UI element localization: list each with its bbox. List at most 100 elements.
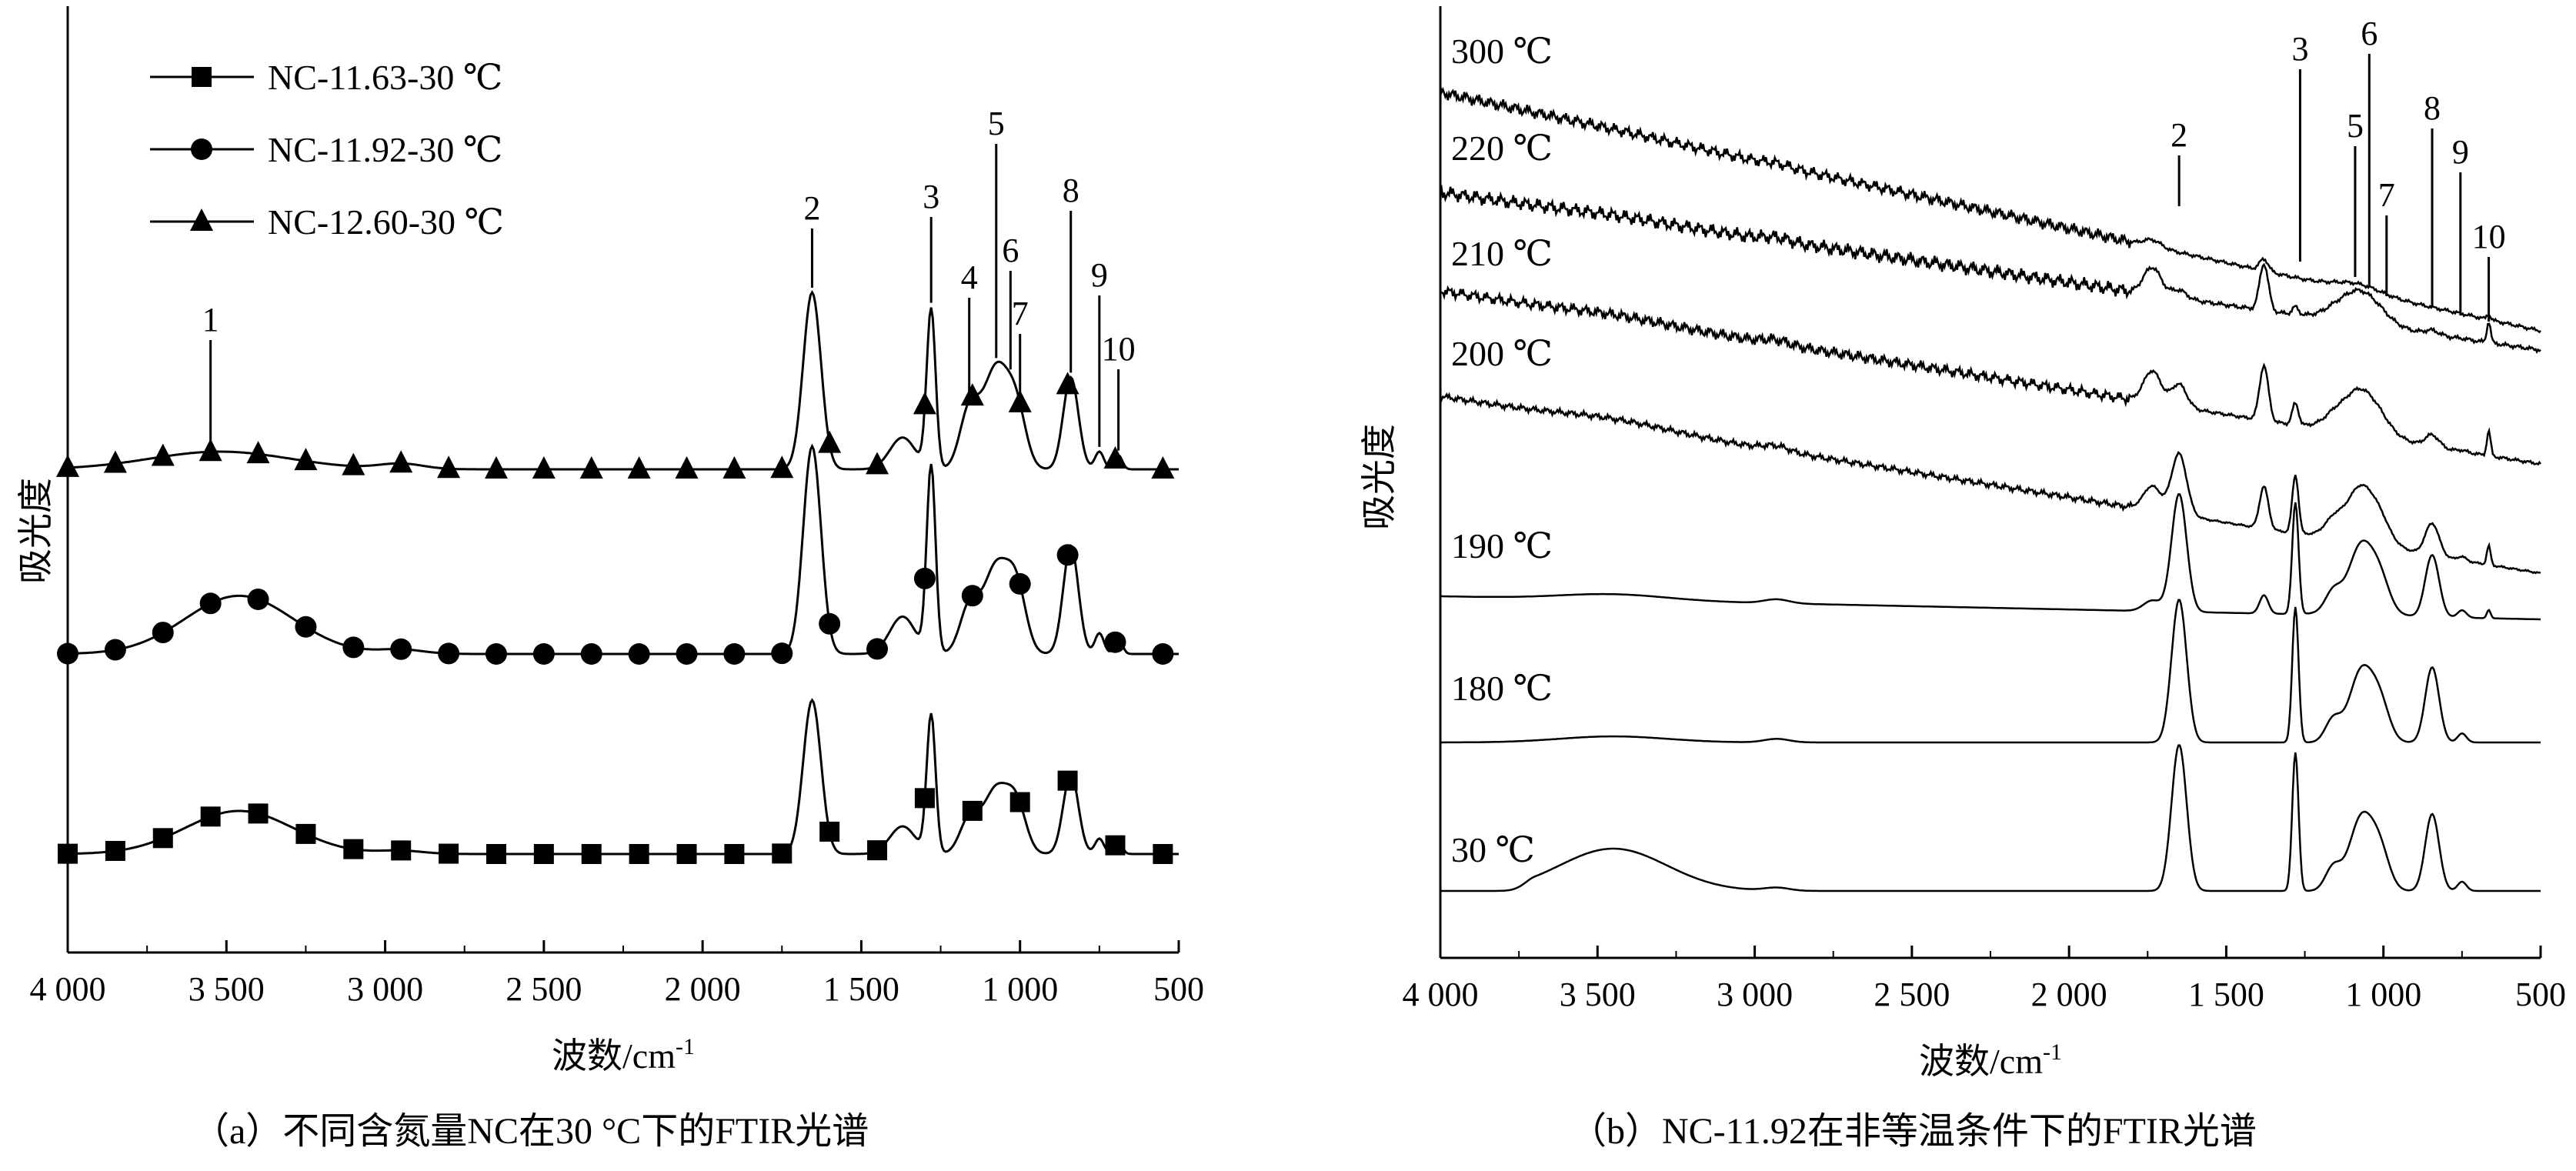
- series-marker-3: [960, 383, 984, 406]
- temp-series-line: [1439, 392, 2541, 575]
- series-marker-3: [1056, 372, 1079, 395]
- series-marker-3: [866, 452, 889, 475]
- legend-marker-2: [191, 138, 212, 160]
- x-axis-title-b: 波数/cm-1: [1919, 1039, 2062, 1081]
- series-marker-1: [724, 844, 745, 864]
- x-tick-label-b: 3 000: [1717, 976, 1793, 1013]
- series-marker-3: [532, 455, 556, 479]
- y-axis-title-b: 吸光度: [1358, 424, 1400, 530]
- x-tick-label-a: 4 000: [30, 970, 106, 1008]
- caption-a: （a）不同含氮量NC在30 °C下的FTIR光谱: [192, 1111, 869, 1152]
- x-axis-title-sup-a: -1: [676, 1034, 695, 1059]
- series-marker-1: [533, 844, 554, 864]
- temp-label: 300 ℃: [1451, 32, 1553, 71]
- series-marker-1: [1105, 835, 1126, 856]
- x-axis-title-a: 波数/cm-1: [552, 1034, 695, 1076]
- peak-label-b: 8: [2424, 89, 2441, 127]
- x-tick-label-a: 3 500: [189, 970, 265, 1008]
- series-marker-2: [913, 567, 936, 589]
- series-marker-2: [485, 642, 507, 665]
- x-tick-label-a: 2 000: [665, 970, 741, 1008]
- series-marker-2: [580, 643, 602, 665]
- x-tick-label-a: 1 500: [823, 970, 899, 1008]
- x-tick-label-a: 2 500: [506, 970, 582, 1008]
- series-marker-2: [1152, 643, 1174, 665]
- series-marker-1: [486, 843, 506, 864]
- temp-series-line: [1440, 285, 2541, 466]
- peak-label-a: 7: [1012, 295, 1029, 332]
- x-tick-label-b: 2 000: [2031, 976, 2107, 1013]
- series-marker-2: [771, 642, 793, 665]
- peak-label-a: 2: [803, 189, 820, 227]
- series-marker-2: [199, 592, 222, 615]
- series-marker-3: [722, 456, 746, 479]
- x-tick-label-a: 1 000: [982, 970, 1058, 1008]
- series-marker-2: [1104, 631, 1126, 653]
- series-marker-3: [342, 452, 365, 475]
- temp-series-line: [1439, 85, 2541, 334]
- series-marker-3: [1151, 456, 1175, 479]
- series-marker-1: [1153, 844, 1173, 864]
- series-marker-1: [295, 823, 316, 844]
- y-axis-title-a: 吸光度: [15, 478, 56, 584]
- series-marker-3: [627, 456, 651, 479]
- temp-label: 200 ℃: [1451, 334, 1553, 373]
- series-marker-2: [247, 588, 269, 610]
- temp-series-line: [1439, 184, 2541, 355]
- series-marker-1: [819, 821, 840, 842]
- series-marker-1: [58, 843, 78, 864]
- series-marker-3: [246, 441, 270, 464]
- series-marker-2: [104, 639, 126, 661]
- series-marker-1: [914, 788, 935, 809]
- panel-b-chart: 4 000 3 500 3 000 2 500 2 000 1 500 1 000 500 波数…: [1358, 6, 2566, 1081]
- peak-label-a: 6: [1002, 232, 1019, 269]
- series-marker-1: [343, 839, 364, 859]
- series-marker-2: [628, 643, 650, 665]
- series-marker-2: [295, 616, 317, 638]
- series-marker-3: [484, 455, 508, 479]
- legend-label-3: NC-12.60-30 ℃: [268, 202, 504, 242]
- peak-label-b: 10: [2472, 218, 2506, 255]
- temp-series-line: [1440, 744, 2541, 892]
- peak-label-b: 9: [2452, 133, 2469, 171]
- series-marker-1: [200, 806, 221, 827]
- peak-label-a: 10: [1102, 330, 1136, 368]
- temp-label: 220 ℃: [1451, 128, 1553, 168]
- series-marker-1: [772, 843, 792, 864]
- legend-label-1: NC-11.63-30 ℃: [268, 58, 502, 97]
- temp-series-line: [1440, 599, 2541, 744]
- series-marker-3: [294, 448, 318, 471]
- legend-label-2: NC-11.92-30 ℃: [268, 130, 502, 169]
- series-marker-2: [1009, 572, 1031, 595]
- series-marker-2: [819, 612, 841, 635]
- x-tick-label-a: 500: [1153, 970, 1204, 1008]
- peak-label-b: 6: [2361, 15, 2377, 52]
- series-marker-3: [56, 454, 79, 477]
- temp-series-line: [1440, 492, 2541, 621]
- series-marker-1: [867, 840, 888, 861]
- series-marker-1: [1009, 792, 1030, 812]
- temp-label: 30 ℃: [1451, 830, 1535, 869]
- series-marker-2: [1056, 544, 1079, 566]
- x-tick-label-a: 3 000: [347, 970, 423, 1008]
- peak-label-a: 3: [923, 178, 939, 215]
- peak-label-a: 9: [1091, 256, 1108, 294]
- series-marker-1: [962, 800, 983, 821]
- series-marker-3: [1103, 445, 1127, 469]
- series-marker-3: [151, 443, 175, 466]
- x-tick-label-b: 1 500: [2188, 976, 2264, 1013]
- series-marker-1: [439, 843, 459, 864]
- series-line-1: [68, 698, 1179, 856]
- series-marker-2: [438, 642, 460, 665]
- series-marker-1: [391, 840, 412, 861]
- caption-b: （b）NC-11.92在非等温条件下的FTIR光谱: [1570, 1111, 2257, 1152]
- series-marker-2: [961, 585, 983, 607]
- panel-a-chart: 4 000 3 500 3 000 2 500 2 000 1 500 1 000 500 波数…: [15, 6, 1204, 1076]
- series-marker-1: [581, 844, 602, 864]
- series-marker-3: [818, 430, 842, 453]
- temp-label: 190 ℃: [1451, 526, 1553, 565]
- series-marker-1: [248, 803, 269, 824]
- series-marker-1: [1057, 770, 1078, 791]
- series-marker-1: [152, 828, 173, 849]
